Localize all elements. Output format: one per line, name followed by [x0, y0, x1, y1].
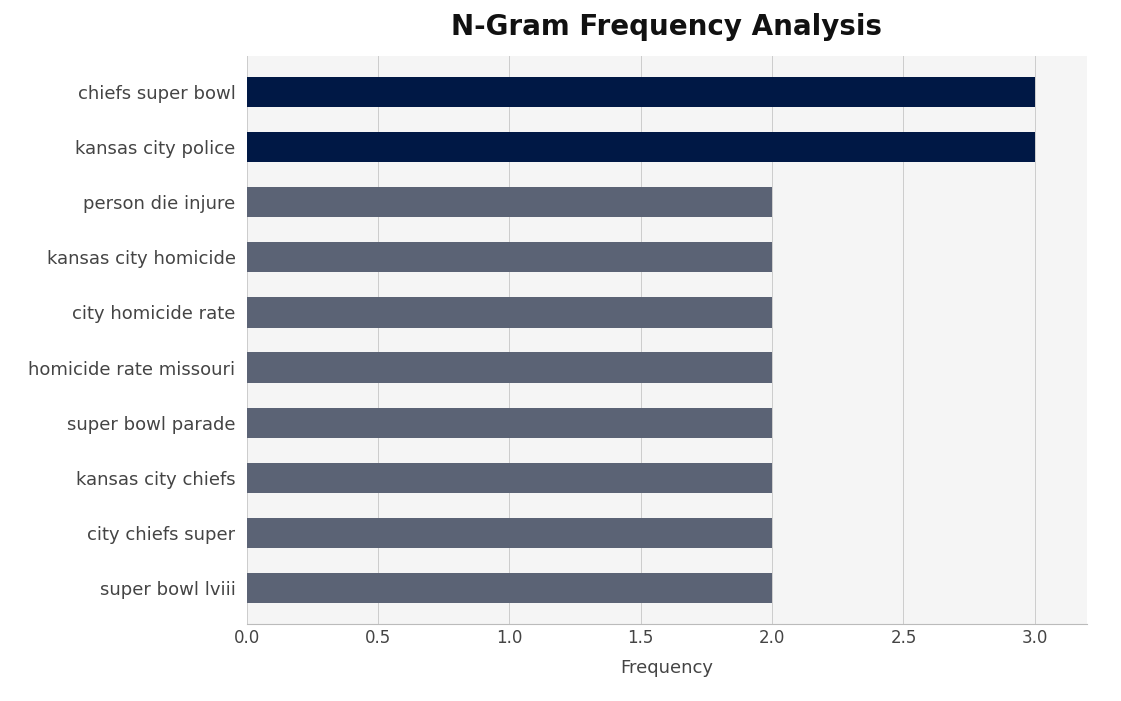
Bar [247, 407, 772, 438]
Bar [247, 242, 772, 273]
Bar [247, 573, 772, 604]
Bar [247, 463, 772, 493]
X-axis label: Frequency: Frequency [621, 658, 713, 676]
Title: N-Gram Frequency Analysis: N-Gram Frequency Analysis [452, 13, 882, 41]
Bar [247, 76, 1035, 107]
Bar [247, 132, 1035, 162]
Bar [247, 353, 772, 383]
Bar [247, 518, 772, 548]
Bar [247, 187, 772, 217]
Bar [247, 297, 772, 327]
